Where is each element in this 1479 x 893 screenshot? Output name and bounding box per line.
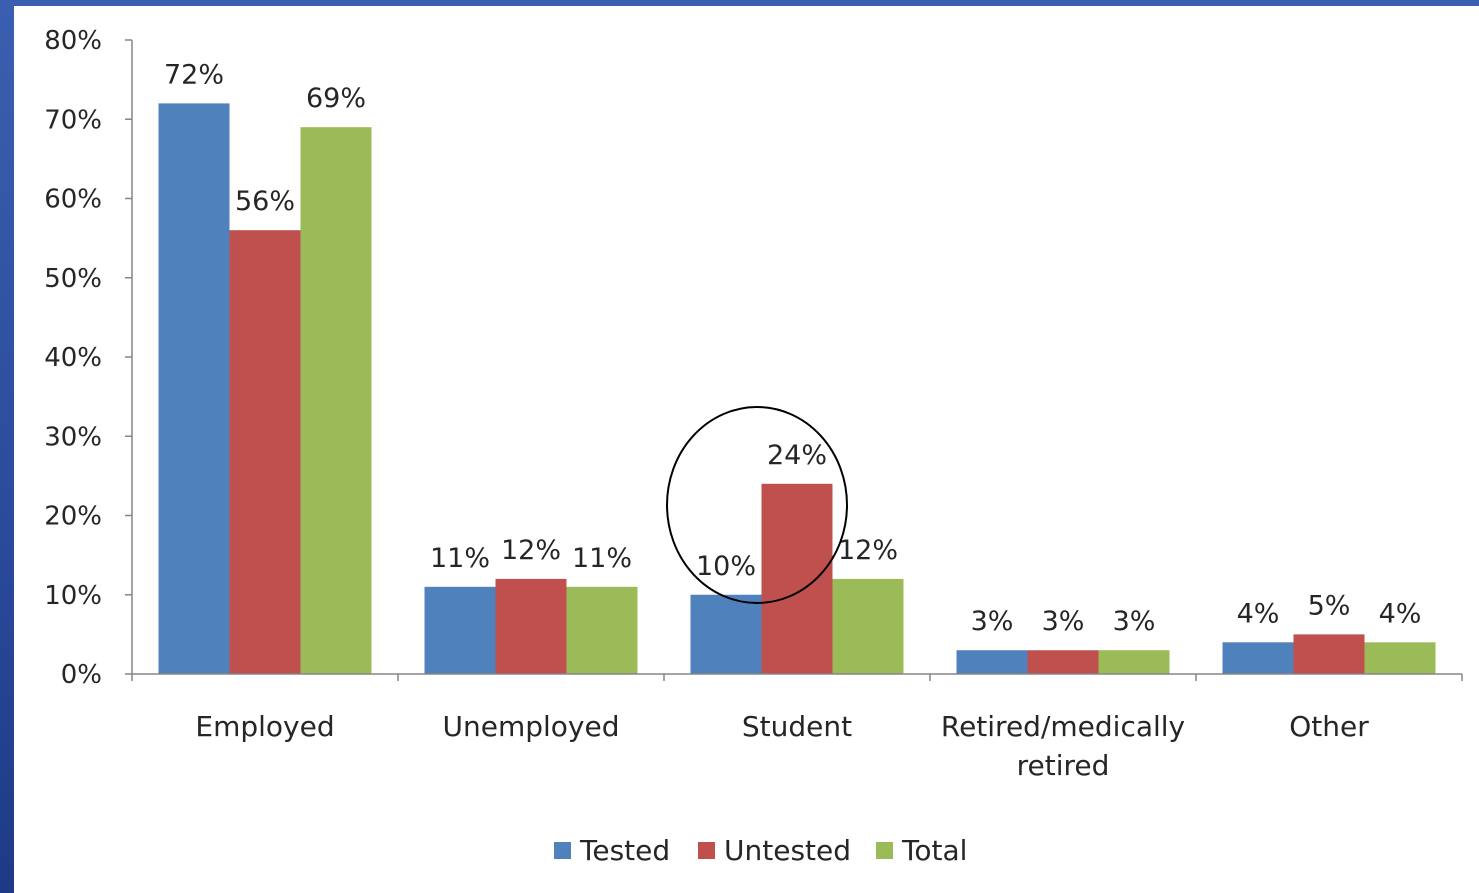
data-label: 10% [696, 551, 756, 582]
category-label-line: retired [1017, 749, 1110, 782]
category-label: Unemployed [443, 710, 620, 743]
data-label: 56% [235, 186, 295, 217]
bar-tested-2 [690, 594, 762, 674]
data-label: 11% [430, 543, 490, 574]
bar-untested-0 [229, 230, 301, 674]
data-label: 4% [1237, 598, 1280, 629]
data-label: 72% [164, 59, 224, 90]
bars-group [158, 103, 1436, 675]
bar-untested-4 [1293, 634, 1365, 674]
data-label: 11% [572, 543, 632, 574]
bar-total-4 [1364, 642, 1436, 674]
category-label-line: Employed [195, 710, 334, 743]
category-label-line: Retired/medically [941, 710, 1185, 743]
bar-chart: 0% 10% 20% 30% 40% 50% 60% 70% 80% 72% 56% 69% 11% 1… [44, 26, 1463, 867]
category-label: Employed [195, 710, 334, 743]
category-label-line: Unemployed [443, 710, 620, 743]
y-axis: 0% 10% 20% 30% 40% 50% 60% 70% 80% [44, 26, 132, 690]
bar-tested-4 [1222, 642, 1294, 674]
bar-total-1 [566, 586, 638, 674]
y-tick-label: 20% [44, 502, 102, 532]
data-label: 4% [1379, 598, 1422, 629]
y-tick-label: 70% [44, 105, 102, 135]
data-label: 12% [838, 535, 898, 566]
legend: Tested Untested Total [554, 834, 967, 867]
category-label-line: Other [1289, 710, 1369, 743]
legend-label: Total [901, 834, 967, 867]
bar-total-3 [1098, 650, 1170, 674]
x-axis: Employed Unemployed Student Retired/medical… [131, 674, 1463, 782]
bar-untested-2 [761, 483, 833, 674]
data-labels-group: 72% 56% 69% 11% 12% 11% 10% 24% 12% 3% 3% 3% 4% 5% 4% [164, 59, 1421, 637]
bar-untested-1 [495, 578, 567, 674]
y-tick-label: 40% [44, 343, 102, 373]
y-tick-label: 0% [61, 660, 102, 690]
data-label: 12% [501, 535, 561, 566]
y-tick-label: 80% [44, 26, 102, 56]
y-tick-label: 60% [44, 185, 102, 215]
category-label: Other [1289, 710, 1369, 743]
bar-tested-3 [956, 650, 1028, 674]
data-label: 5% [1308, 590, 1351, 621]
legend-swatch-untested [698, 842, 715, 859]
data-label: 3% [971, 606, 1014, 637]
legend-label: Tested [579, 834, 670, 867]
chart-panel: 0% 10% 20% 30% 40% 50% 60% 70% 80% 72% 56% 69% 11% 1… [14, 6, 1479, 893]
bar-total-0 [300, 127, 372, 675]
y-tick-label: 30% [44, 422, 102, 452]
legend-label: Untested [724, 834, 851, 867]
y-tick-label: 50% [44, 264, 102, 294]
category-label: Student [742, 710, 852, 743]
data-label: 69% [306, 83, 366, 114]
data-label: 3% [1042, 606, 1085, 637]
legend-swatch-total [876, 842, 893, 859]
data-label: 3% [1113, 606, 1156, 637]
category-label: Retired/medically retired [941, 710, 1185, 782]
y-tick-label: 10% [44, 581, 102, 611]
legend-swatch-tested [554, 842, 571, 859]
bar-total-2 [832, 578, 904, 674]
highlight-circle [666, 406, 848, 604]
bar-untested-3 [1027, 650, 1099, 674]
data-label: 24% [767, 440, 827, 471]
bar-tested-1 [424, 586, 496, 674]
bar-tested-0 [158, 103, 230, 674]
category-label-line: Student [742, 710, 852, 743]
